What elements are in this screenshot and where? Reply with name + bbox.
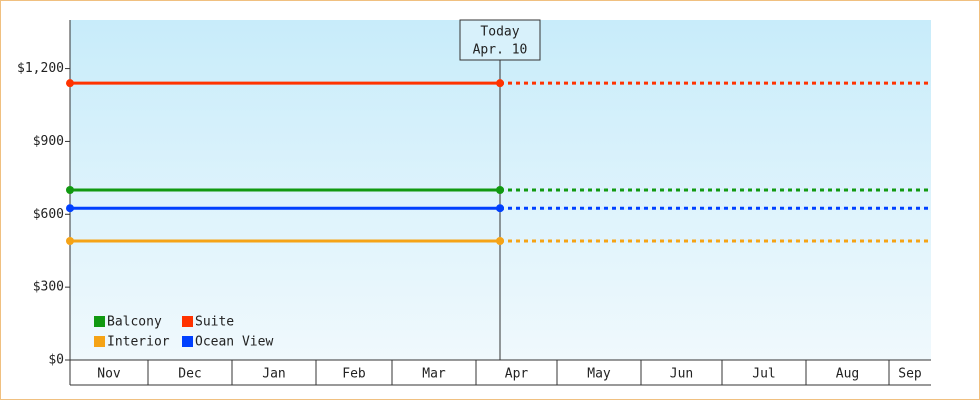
x-tick-label: Sep (898, 367, 922, 382)
point (496, 204, 504, 213)
y-tick-label: $1,200 (17, 61, 64, 76)
legend-swatch (94, 316, 105, 327)
point (496, 186, 504, 194)
annotation-text: Apr. 10 (473, 43, 528, 58)
legend-label: Suite (195, 315, 234, 330)
legend-label: Ocean View (195, 335, 273, 350)
y-tick-label: $900 (33, 134, 64, 149)
y-tick-label: $600 (33, 207, 64, 222)
point (496, 237, 504, 245)
legend-swatch (182, 336, 193, 347)
point (496, 79, 504, 88)
y-tick-label: $0 (48, 353, 64, 368)
x-tick-label: Jul (752, 367, 775, 382)
legend-swatch (182, 316, 193, 327)
annotation-box (459, 19, 541, 61)
annotation-text: Today (480, 25, 519, 40)
legend-label: Interior (107, 335, 170, 350)
point (66, 79, 74, 88)
legend-label: Balcony (107, 315, 162, 330)
y-tick-label: $300 (33, 280, 64, 295)
x-tick-label: Jun (670, 367, 693, 382)
x-tick-label: Apr (505, 367, 529, 382)
point (66, 186, 74, 194)
x-tick-label: Mar (422, 367, 446, 382)
x-tick-label: May (587, 367, 611, 382)
x-tick-label: Dec (178, 367, 201, 382)
x-tick-label: Jan (262, 367, 285, 382)
x-tick-label: Aug (836, 367, 859, 382)
x-tick-label: Nov (97, 367, 121, 382)
point (66, 237, 74, 245)
x-tick-label: Feb (342, 367, 366, 382)
legend-swatch (94, 336, 105, 347)
point (66, 204, 74, 213)
